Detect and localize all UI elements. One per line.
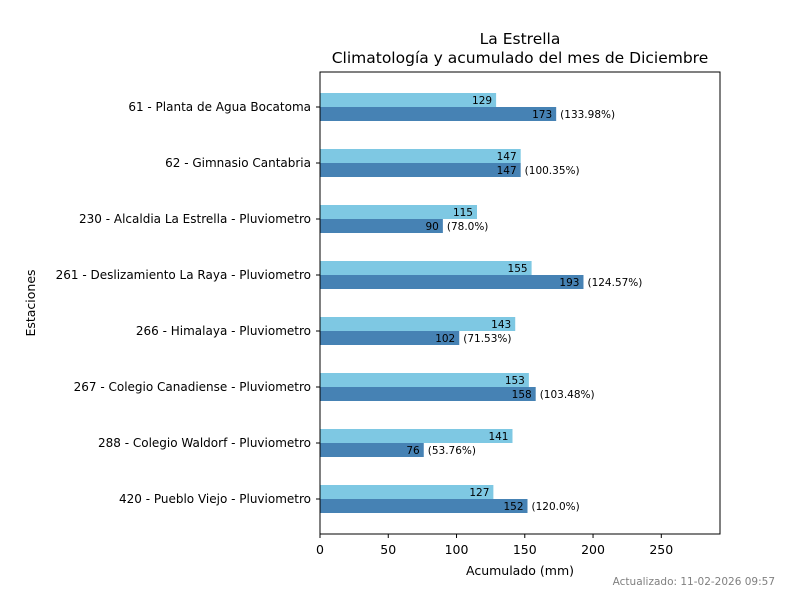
acumulado-bar [320,499,528,513]
x-tick-label: 0 [316,542,324,557]
climatologia-bar [320,317,516,331]
plot-frame [319,71,721,535]
acumulado-bar [320,163,521,177]
x-axis-label: Acumulado (mm) [466,563,574,578]
y-tick-label: 62 - Gimnasio Cantabria [165,156,311,170]
acumulado-value-label: 158 [512,389,532,401]
x-tick-label: 50 [380,542,396,557]
acumulado-bar [320,387,536,401]
climatologia-bar [320,429,513,443]
acumulado-percent-label: (100.35%) [525,165,580,177]
x-tick-label: 150 [513,542,537,557]
y-tick-label: 261 - Deslizamiento La Raya - Pluviometr… [56,268,311,282]
acumulado-percent-label: (124.57%) [587,277,642,289]
acumulado-value-label: 147 [497,165,517,177]
y-tick-label: 288 - Colegio Waldorf - Pluviometro [98,436,311,450]
climatologia-bar [320,205,477,219]
acumulado-value-label: 152 [503,501,523,513]
x-tick-label: 250 [649,542,673,557]
y-tick-label: 420 - Pueblo Viejo - Pluviometro [119,492,311,506]
acumulado-bar [320,275,584,289]
chart-subtitle: Climatología y acumulado del mes de Dici… [331,49,709,67]
y-axis-label: Estaciones [23,269,38,336]
acumulado-bar [320,219,443,233]
acumulado-bar [320,443,424,457]
y-tick-label: 230 - Alcaldia La Estrella - Pluviometro [79,212,311,226]
acumulado-value-label: 90 [425,221,438,233]
climatologia-value-label: 147 [497,151,517,163]
climatologia-value-label: 127 [469,487,489,499]
acumulado-value-label: 173 [532,109,552,121]
climatologia-value-label: 155 [508,263,528,275]
y-tick-label: 61 - Planta de Agua Bocatoma [128,100,311,114]
y-tick-label: 267 - Colegio Canadiense - Pluviometro [74,380,311,394]
acumulado-percent-label: (120.0%) [532,501,580,513]
acumulado-value-label: 76 [406,445,420,457]
climatologia-value-label: 115 [453,207,473,219]
climatologia-value-label: 129 [472,95,492,107]
climatologia-value-label: 153 [505,375,525,387]
climatologia-bar [320,93,497,107]
acumulado-bar [320,331,460,345]
y-tick-label: 266 - Himalaya - Pluviometro [136,324,311,338]
acumulado-bar [320,107,557,121]
x-tick-label: 200 [581,542,605,557]
climatologia-bar [320,485,494,499]
acumulado-percent-label: (53.76%) [428,445,476,457]
climatologia-value-label: 141 [488,431,508,443]
acumulado-percent-label: (133.98%) [560,109,615,121]
climatologia-value-label: 143 [491,319,511,331]
acumulado-percent-label: (103.48%) [540,389,595,401]
x-tick-label: 100 [445,542,469,557]
climatologia-bar [320,261,532,275]
acumulado-value-label: 102 [435,333,455,345]
updated-timestamp: Actualizado: 11-02-2026 09:57 [612,576,775,588]
acumulado-value-label: 193 [559,277,579,289]
acumulado-percent-label: (78.0%) [447,221,489,233]
climatologia-bar [320,149,521,163]
acumulado-percent-label: (71.53%) [463,333,511,345]
climatologia-bar [320,373,529,387]
chart-title: La Estrella [479,30,561,48]
